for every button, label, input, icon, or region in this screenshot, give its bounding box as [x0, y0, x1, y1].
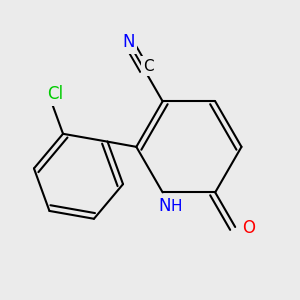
Text: H: H — [170, 199, 182, 214]
Text: C: C — [143, 59, 154, 74]
Text: N: N — [158, 197, 171, 215]
Text: O: O — [242, 219, 255, 237]
Text: N: N — [122, 33, 135, 51]
Text: Cl: Cl — [47, 85, 63, 103]
